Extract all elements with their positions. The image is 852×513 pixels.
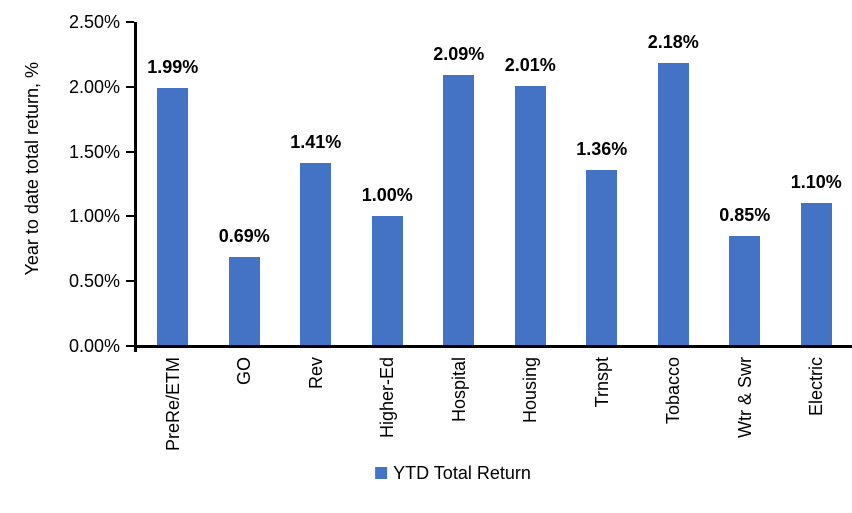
x-axis-label-higher-ed: Higher-Ed (377, 357, 398, 439)
bar-value-label: 2.01% (504, 54, 556, 75)
y-axis-tick (126, 85, 134, 88)
bar-trnspt (586, 169, 618, 346)
y-axis-tick (126, 150, 134, 153)
bar-go (228, 256, 260, 346)
bar-value-label: 1.41% (290, 132, 342, 153)
bar-wtr-swr (729, 235, 761, 346)
legend-swatch-icon (375, 467, 388, 479)
y-axis-tick-label: 0.50% (68, 271, 120, 292)
legend: YTD Total Return (375, 463, 531, 483)
bar-tobacco (657, 63, 689, 346)
bar-value-label: 2.18% (647, 32, 699, 53)
x-axis-label-trnspt: Trnspt (591, 357, 612, 408)
bar-prere-etm (157, 88, 189, 346)
x-axis-label-electric: Electric (806, 357, 827, 417)
x-axis-label-hospital: Hospital (448, 357, 469, 423)
bar-higher-ed (371, 216, 403, 346)
bar-housing (514, 85, 546, 346)
y-axis-tick (126, 21, 134, 23)
y-axis-tick (126, 345, 134, 347)
bar-value-label: 2.09% (433, 44, 485, 65)
y-axis-tick (126, 280, 134, 283)
y-axis-tick-label: 1.50% (68, 141, 120, 162)
bar-value-label: 1.00% (361, 185, 413, 206)
bar-rev (300, 163, 332, 346)
x-axis-label-housing: Housing (520, 357, 541, 424)
bar-value-label: 1.36% (576, 138, 628, 159)
y-axis-line (134, 22, 137, 352)
x-axis-label-prere-etm: PreRe/ETM (162, 357, 183, 452)
x-axis-label-tobacco: Tobacco (663, 357, 684, 425)
x-axis-label-go: GO (234, 357, 255, 386)
y-axis-tick-label: 0.00% (68, 336, 120, 356)
bar-value-label: 1.10% (790, 172, 842, 193)
x-axis-line (134, 345, 852, 348)
bar-value-label: 0.85% (719, 204, 771, 225)
legend-label: YTD Total Return (393, 463, 531, 483)
y-axis-tick-label: 1.00% (68, 206, 120, 227)
bar-value-label: 1.99% (147, 57, 199, 78)
y-axis-tick-label: 2.50% (68, 12, 120, 32)
bar-hospital (443, 75, 475, 346)
bar-value-label: 0.69% (218, 225, 270, 246)
x-axis-label-rev: Rev (305, 357, 326, 390)
bar-electric (800, 203, 832, 346)
y-axis-tick (126, 215, 134, 218)
x-axis-label-wtr-swr: Wtr & Swr (734, 357, 755, 438)
y-axis-tick-label: 2.00% (68, 76, 120, 97)
